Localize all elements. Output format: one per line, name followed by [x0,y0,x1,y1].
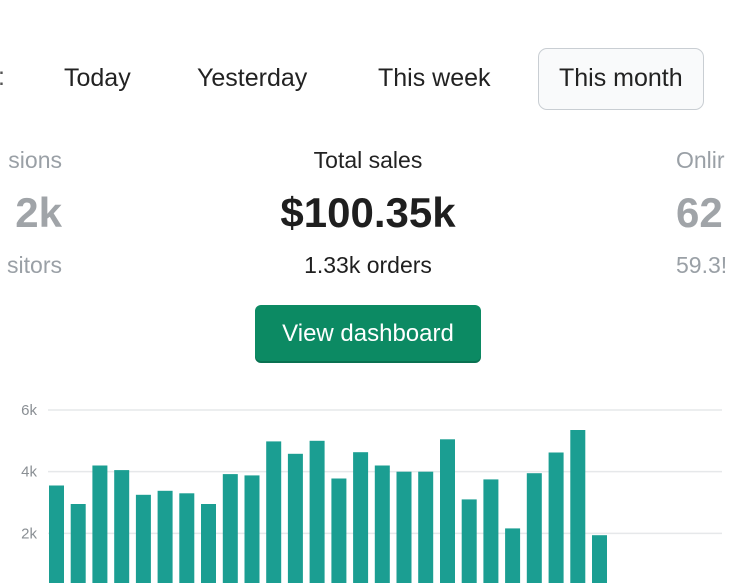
sales-bar-chart: 6k 4k 2k [21,402,722,583]
chart-y-tick-label: 6k [21,402,37,419]
chart-bar[interactable] [592,535,607,583]
chart-bar[interactable] [483,479,499,583]
chart-bar[interactable] [505,528,521,583]
total-sales-label: Total sales [313,147,423,173]
chart-bar[interactable] [309,440,325,583]
tab-overflow-left: : [0,48,5,108]
chart-bar[interactable] [396,471,412,583]
view-dashboard-button[interactable]: View dashboard [255,305,481,363]
chart-bar[interactable] [222,474,238,583]
chart-bar[interactable] [201,504,216,583]
chart-bar[interactable] [157,490,173,583]
metric-sessions-label: sions [8,147,62,173]
tab-this-week[interactable]: This week [378,64,491,92]
metric-online-value: 62 [676,189,723,236]
chart-bar[interactable] [461,499,477,583]
metric-online-store: Onlir 62 59.3! [676,140,736,284]
chart-bar[interactable] [92,465,108,583]
metric-online-label: Onlir [676,147,725,173]
chart-bar[interactable] [526,473,542,583]
total-sales-value: $100.35k [280,189,456,236]
metric-sessions: sions 2k sitors [0,140,62,284]
metric-sessions-value: 2k [15,189,62,236]
chart-bar[interactable] [266,441,282,583]
total-orders: 1.33k orders [304,252,432,278]
metric-online-sub: 59.3! [676,252,728,278]
chart-bar[interactable] [353,452,369,583]
chart-bar[interactable] [179,493,195,583]
chart-bar[interactable] [418,471,434,583]
chart-bar[interactable] [244,475,260,583]
tab-yesterday[interactable]: Yesterday [197,64,308,92]
chart-bar[interactable] [70,504,86,583]
chart-bar[interactable] [49,485,64,583]
date-range-tabs: : Today Yesterday This week This month [0,48,736,110]
chart-bar[interactable] [374,465,390,583]
tab-today[interactable]: Today [64,64,131,92]
chart-bar[interactable] [548,452,564,583]
chart-bar[interactable] [570,430,586,583]
chart-y-tick-label: 2k [21,525,37,542]
metric-sessions-sub: sitors [7,252,62,278]
chart-bar[interactable] [331,478,347,583]
tab-this-month[interactable]: This month [538,48,704,110]
metric-total-sales: Total sales $100.35k 1.33k orders [218,140,518,284]
chart-bar[interactable] [287,453,303,583]
chart-y-tick-label: 4k [21,464,37,481]
chart-bar[interactable] [440,439,455,583]
chart-bar[interactable] [114,470,130,583]
chart-bar[interactable] [135,494,151,583]
